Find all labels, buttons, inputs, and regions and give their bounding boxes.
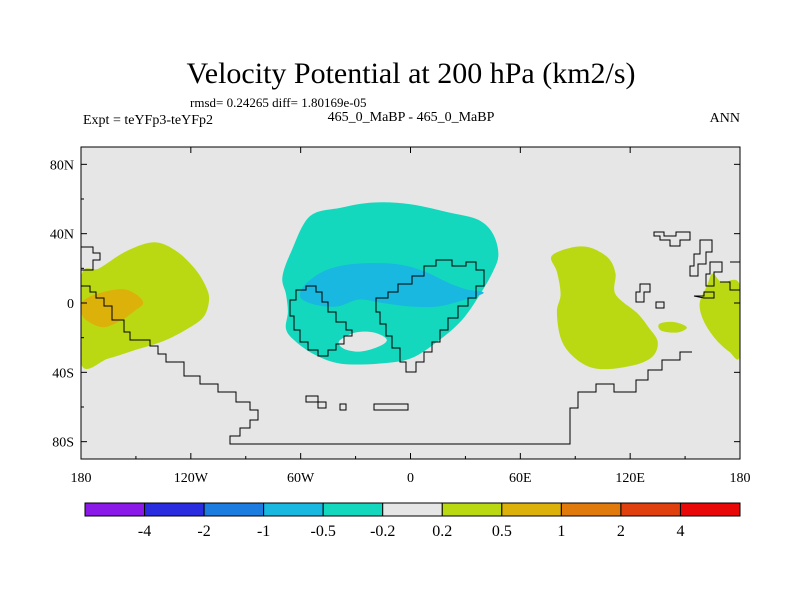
colorbar-label: -4 <box>138 523 151 540</box>
colorbar-label: 4 <box>676 523 684 540</box>
colorbar-label: -1 <box>257 523 270 540</box>
x-tick-label: 60W <box>287 471 315 486</box>
colorbar-segment <box>441 502 503 517</box>
x-tick-label: 120E <box>615 471 645 486</box>
indonesia-coastline <box>635 239 723 309</box>
y-tick-label: 0 <box>67 297 74 312</box>
colorbar-segment <box>679 502 741 517</box>
colorbar-label: 0.2 <box>432 523 452 540</box>
colorbar-segment <box>620 502 681 517</box>
colorbar-segment <box>84 502 146 517</box>
asia-coastline <box>653 231 740 299</box>
colorbar-label: 2 <box>617 523 625 540</box>
region-south-atlantic-hole <box>338 331 387 352</box>
x-tick-label: 60E <box>509 471 532 486</box>
season-label: ANN <box>710 111 740 126</box>
case-label: 465_0_MaBP - 465_0_MaBP <box>328 110 495 125</box>
region-indian-ocean-positive <box>550 246 658 370</box>
colorbar-segment <box>144 502 205 517</box>
colorbar-label: -0.5 <box>311 523 336 540</box>
chart-subtitle: rmsd= 0.24265 diff= 1.80169e-05 <box>190 95 367 110</box>
colorbar-segment <box>501 502 562 517</box>
region-east-pacific-positive <box>699 273 740 360</box>
x-tick-label: 0 <box>407 471 414 486</box>
continent-outlines <box>81 231 740 445</box>
y-tick-label: 40S <box>52 366 74 381</box>
colorbar-segment <box>560 502 622 517</box>
colorbar-segment <box>322 502 384 517</box>
contour-fills <box>81 202 740 370</box>
map-panel: 180 120W 60W 0 60E 120E 180 80N 40N 0 40S 80S <box>50 146 751 486</box>
chart-title: Velocity Potential at 200 hPa (km2/s) <box>186 57 635 90</box>
australia-coastline <box>81 246 692 445</box>
colorbar-label: -0.2 <box>370 523 395 540</box>
x-tick-label: 120W <box>174 471 209 486</box>
y-tick-label: 80N <box>50 158 74 173</box>
colorbar: -4 -2 -1 -0.5 -0.2 0.2 0.5 1 2 4 <box>84 502 741 540</box>
y-tick-label: 40N <box>50 228 74 243</box>
colorbar-segment <box>203 502 265 517</box>
south-america-coastline <box>289 285 353 357</box>
africa-coastline <box>375 259 485 373</box>
y-tick-label: 80S <box>52 436 74 451</box>
colorbar-label: -2 <box>197 523 210 540</box>
experiment-label: Expt = teYFp3-teYFp2 <box>83 113 213 128</box>
x-tick-label: 180 <box>730 471 751 486</box>
colorbar-label: 1 <box>557 523 565 540</box>
antarctic-islands <box>305 395 409 411</box>
colorbar-segment <box>382 502 443 517</box>
colorbar-label: 0.5 <box>492 523 512 540</box>
region-pacific-small-positive <box>658 321 687 333</box>
x-tick-label: 180 <box>71 471 92 486</box>
region-americas-core-negative <box>299 263 484 308</box>
axis-ticks: 180 120W 60W 0 60E 120E 180 80N 40N 0 40S 80S <box>50 147 751 486</box>
region-west-pacific-positive <box>81 242 210 369</box>
colorbar-segment <box>263 502 324 517</box>
